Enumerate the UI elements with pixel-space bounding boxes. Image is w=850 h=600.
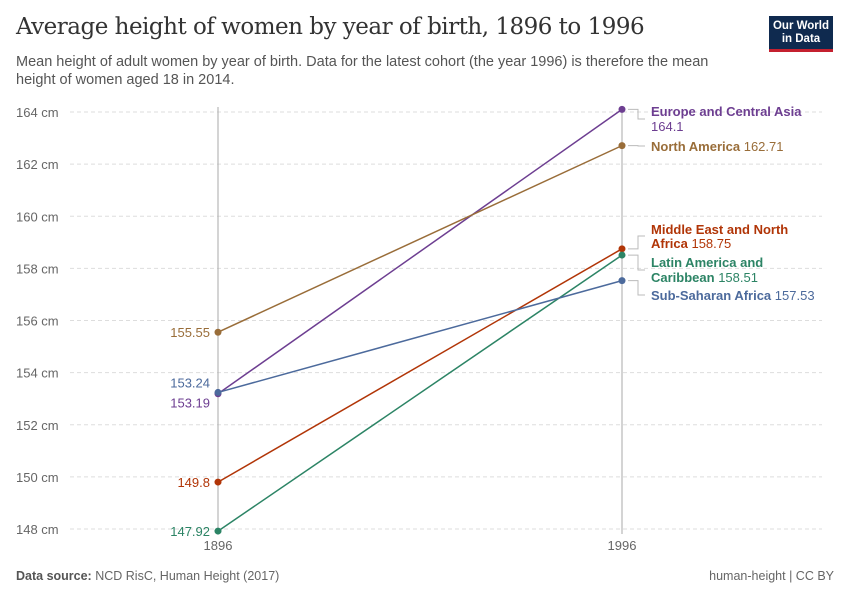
- series-line: [217, 248, 623, 483]
- data-point: [214, 328, 222, 336]
- data-point: [618, 251, 626, 259]
- series-line: [217, 108, 623, 395]
- series-label: 164.1: [651, 119, 684, 134]
- label-connector: [628, 235, 645, 250]
- data-point: [214, 527, 222, 535]
- x-tick-label: 1896: [204, 538, 233, 553]
- series-line: [217, 144, 623, 333]
- start-value-label: 153.24: [170, 375, 210, 390]
- start-value-label: 147.92: [170, 524, 210, 539]
- data-point: [618, 142, 626, 150]
- series-label: Africa 158.75: [651, 236, 731, 251]
- chart-title: Average height of women by year of birth…: [16, 14, 645, 40]
- y-tick-label: 150 cm: [16, 470, 59, 485]
- source-label: Data source:: [16, 569, 92, 583]
- owid-logo[interactable]: Our World in Data: [769, 16, 833, 52]
- source-link[interactable]: NCD RisC, Human Height (2017): [95, 569, 280, 583]
- start-value-label: 155.55: [170, 325, 210, 340]
- data-point: [214, 478, 222, 486]
- series-label: Sub-Saharan Africa 157.53: [651, 288, 815, 303]
- data-point: [618, 245, 626, 253]
- data-source: Data source: NCD RisC, Human Height (201…: [16, 569, 279, 583]
- y-tick-label: 158 cm: [16, 261, 59, 276]
- series-label: Caribbean 158.51: [651, 270, 758, 285]
- series-label: North America 162.71: [651, 139, 783, 154]
- y-tick-label: 162 cm: [16, 157, 59, 172]
- label-connector: [628, 108, 645, 120]
- label-connector: [628, 254, 645, 271]
- data-point: [618, 277, 626, 285]
- data-point: [618, 105, 626, 113]
- series-line: [217, 254, 623, 532]
- series-label: Latin America and: [651, 255, 763, 270]
- start-value-label: 149.8: [177, 475, 210, 490]
- y-tick-label: 152 cm: [16, 418, 59, 433]
- y-tick-label: 156 cm: [16, 314, 59, 329]
- series-line: [217, 279, 623, 394]
- y-tick-label: 148 cm: [16, 522, 59, 537]
- chart-subtitle: Mean height of adult women by year of bi…: [16, 54, 709, 88]
- series-label: Middle East and North: [651, 222, 788, 237]
- y-tick-label: 164 cm: [16, 105, 59, 120]
- label-connector: [628, 280, 645, 296]
- y-tick-label: 160 cm: [16, 209, 59, 224]
- start-value-label: 153.19: [170, 396, 210, 411]
- series-label: Europe and Central Asia: [651, 104, 802, 119]
- y-tick-label: 154 cm: [16, 366, 59, 381]
- x-tick-label: 1996: [608, 538, 637, 553]
- data-point: [214, 388, 222, 396]
- license[interactable]: human-height | CC BY: [709, 569, 834, 583]
